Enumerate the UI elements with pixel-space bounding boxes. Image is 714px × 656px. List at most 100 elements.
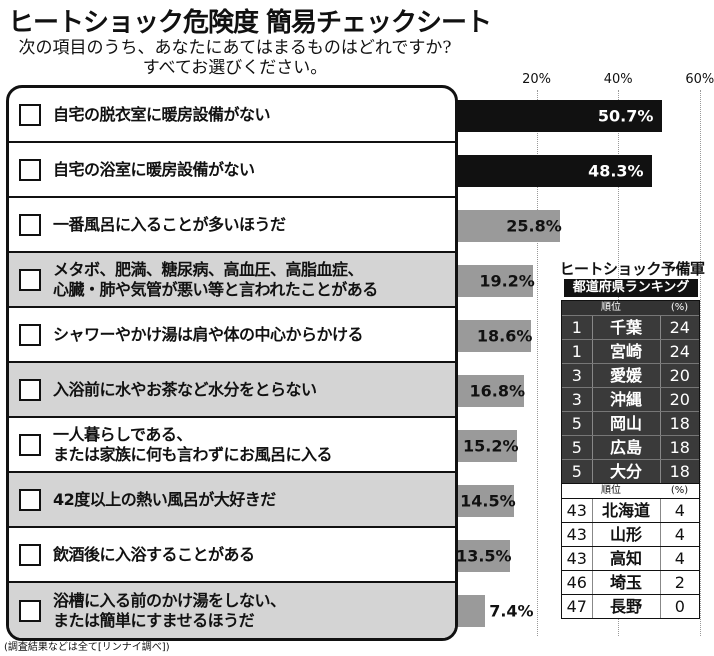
category-label: メタボ、肥満、糖尿病、高血圧、高脂血症、 心臓・肺や気管が悪い等と言われたことが… [53,259,378,299]
ranking-value: 0 [674,597,685,616]
ranking-value: 24 [669,318,690,337]
checkbox[interactable] [19,323,41,346]
bar [455,209,561,242]
bar-value-label: 18.6% [476,326,533,345]
ranking-value: 2 [674,573,685,592]
checklist-row: 飲酒後に入浴することがある [9,528,455,583]
ranking-subtitle: 都道府県ランキング [564,279,698,297]
category-label: 一人暮らしである、 または家族に何も言わずにお風呂に入る [53,424,333,464]
grid-line [699,90,701,636]
ranking-rank: 3 [562,388,593,411]
checkbox[interactable] [19,433,41,456]
bar-value-label: 16.8% [469,381,526,400]
ranking-value: 20 [669,366,690,385]
page-title: ヒートショック危険度 簡易チェックシート [8,8,492,38]
ranking-top-header: 順位 (%) [562,301,699,315]
category-label: 飲酒後に入浴することがある [53,544,255,564]
ranking-header-rank: 順位 [601,302,621,313]
category-label: シャワーやかけ湯は肩や体の中心からかける [53,324,364,344]
ranking-prefecture: 沖縄 [593,388,661,411]
ranking-rank: 43 [562,499,593,522]
ranking-rank: 5 [562,460,593,483]
ranking-row: 3 愛媛 20 [562,363,699,387]
bar-value-label: 13.5% [456,546,512,565]
ranking-row: 43 北海道 4 [562,498,699,522]
ranking-row: 5 岡山 18 [562,411,699,435]
checklist-row: 浴槽に入る前のかけ湯をしない、 または簡単にすませるほうだ [9,583,455,638]
bar [455,319,531,352]
checkbox[interactable] [19,599,41,622]
ranking-bottom-rows: 43 北海道 4 43 山形 4 43 高知 4 46 埼玉 2 47 長野 0 [562,498,699,618]
ranking-row: 1 宮崎 24 [562,339,699,363]
ranking-row: 5 大分 18 [562,459,699,483]
category-label: 自宅の脱衣室に暖房設備がない [53,104,271,124]
ranking-value: 18 [669,414,690,433]
checklist-row: 一人暮らしである、 または家族に何も言わずにお風呂に入る [9,418,455,473]
ranking-rank: 5 [562,436,593,459]
x-tick-label: 40% [603,72,633,87]
checklist-row: シャワーやかけ湯は肩や体の中心からかける [9,308,455,363]
category-label: 入浴前に水やお茶など水分をとらない [53,379,317,399]
checklist-row: 入浴前に水やお茶など水分をとらない [9,363,455,418]
ranking-prefecture: 岡山 [593,412,661,435]
checklist-row: 一番風呂に入ることが多いほうだ [9,198,455,253]
grid-line [536,90,538,636]
ranking-value: 20 [669,390,690,409]
ranking-value: 18 [669,438,690,457]
ranking-rank: 46 [562,571,593,594]
ranking-rank: 5 [562,412,593,435]
ranking-row: 43 高知 4 [562,546,699,570]
checkbox[interactable] [19,213,41,236]
ranking-value: 18 [669,462,690,481]
bar [455,539,511,572]
ranking-value: 4 [674,525,685,544]
bar-value-label: 48.3% [588,161,644,180]
ranking-rank: 1 [562,340,593,363]
ranking-row: 43 山形 4 [562,522,699,546]
ranking-header-unit: (%) [670,302,689,313]
ranking-rank: 43 [562,523,593,546]
ranking-rank: 1 [562,316,593,339]
checkbox[interactable] [19,268,41,291]
subtitle: 次の項目のうち、あなたにあてはまるものはどれですか? すべてお選びください。 [0,38,470,78]
ranking-prefecture: 高知 [593,547,661,570]
checklist: 自宅の脱衣室に暖房設備がない 自宅の浴室に暖房設備がない一番風呂に入ることが多いほ… [6,85,458,641]
checklist-row: 42度以上の熱い風呂が大好きだ [9,473,455,528]
ranking-rank: 47 [562,595,593,618]
checkbox[interactable] [19,103,41,126]
category-label: 自宅の浴室に暖房設備がない [53,159,255,179]
subtitle-line-2: すべてお選びください。 [142,58,328,78]
ranking-value: 4 [674,549,685,568]
bar [455,594,486,627]
bar [455,99,662,132]
subtitle-line-1: 次の項目のうち、あなたにあてはまるものはどれですか? [18,38,452,58]
category-label: 一番風呂に入ることが多いほうだ [53,214,286,234]
ranking-prefecture: 北海道 [593,499,661,522]
ranking-value: 24 [669,342,690,361]
ranking-prefecture: 宮崎 [593,340,661,363]
bar [455,264,534,297]
checkbox[interactable] [19,158,41,181]
footnote: (調査結果などは全て[リンナイ調べ]) [4,642,170,653]
ranking-prefecture: 愛媛 [593,364,661,387]
bar-value-label: 7.4% [489,601,534,620]
checkbox[interactable] [19,378,41,401]
ranking-row: 1 千葉 24 [562,315,699,339]
bar [455,429,518,462]
x-tick-label: 60% [685,72,714,87]
ranking-prefecture: 千葉 [593,316,661,339]
ranking-rank: 3 [562,364,593,387]
ranking-header-rank-bottom: 順位 [601,485,621,496]
ranking-top-rows: 1 千葉 24 1 宮崎 24 3 愛媛 20 3 沖縄 20 5 岡山 18 5 広島 18 5 大分 18 [562,315,699,483]
category-label: 42度以上の熱い風呂が大好きだ [53,489,276,509]
ranking-row: 5 広島 18 [562,435,699,459]
ranking-row: 46 埼玉 2 [562,570,699,594]
ranking-prefecture: 広島 [593,436,661,459]
checklist-row: メタボ、肥満、糖尿病、高血圧、高脂血症、 心臓・肺や気管が悪い等と言われたことが… [9,253,455,308]
bar-value-label: 25.8% [506,216,562,235]
checkbox[interactable] [19,543,41,566]
ranking-value: 4 [674,501,685,520]
ranking-rank: 43 [562,547,593,570]
bar [455,154,653,187]
checkbox[interactable] [19,488,41,511]
